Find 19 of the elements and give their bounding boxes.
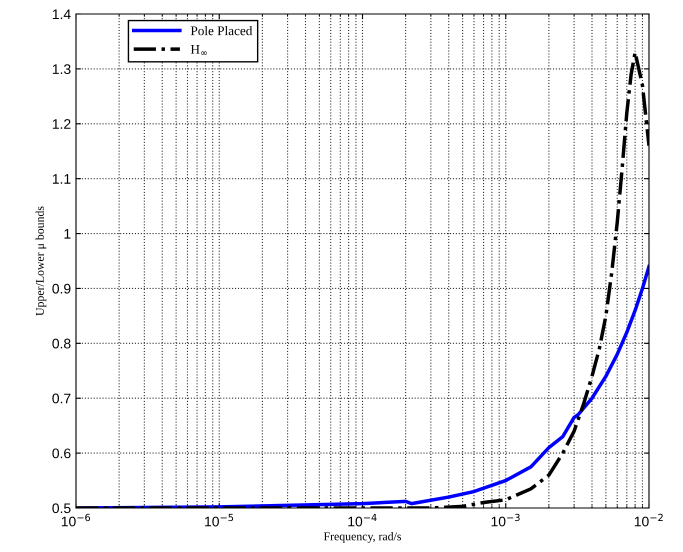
y-tick-label: 0.6 (52, 448, 71, 458)
x-axis-title: Frequency, rad/s (324, 532, 402, 543)
x-tick-label: 10$^{−2}$ (634, 514, 663, 526)
y-tick-label: 1.2 (52, 119, 70, 129)
y-tick-label: 1.3 (52, 64, 71, 74)
y-tick-label: 0.8 (52, 338, 71, 349)
x-tick-label: 10$^{−4}$ (348, 514, 377, 526)
y-axis-title: Upper/Lower μ bounds (36, 206, 46, 316)
x-tick-label: 10$^{−3}$ (492, 514, 520, 526)
x-tick-label: 10$^{−6}$ (62, 514, 90, 526)
legend-label: Pole Placed (190, 26, 252, 36)
y-tick-label: 1.4 (52, 9, 71, 20)
y-tick-label: 1.1 (52, 174, 70, 184)
y-tick-label: 0.7 (52, 394, 70, 404)
y-tick-label: 0.5 (52, 503, 71, 514)
legend-label: H$_{∞}$ (190, 45, 207, 55)
y-tick-label: 1 (64, 229, 70, 239)
x-tick-label: 10$^{−5}$ (205, 514, 234, 526)
y-tick-label: 0.9 (52, 284, 70, 294)
